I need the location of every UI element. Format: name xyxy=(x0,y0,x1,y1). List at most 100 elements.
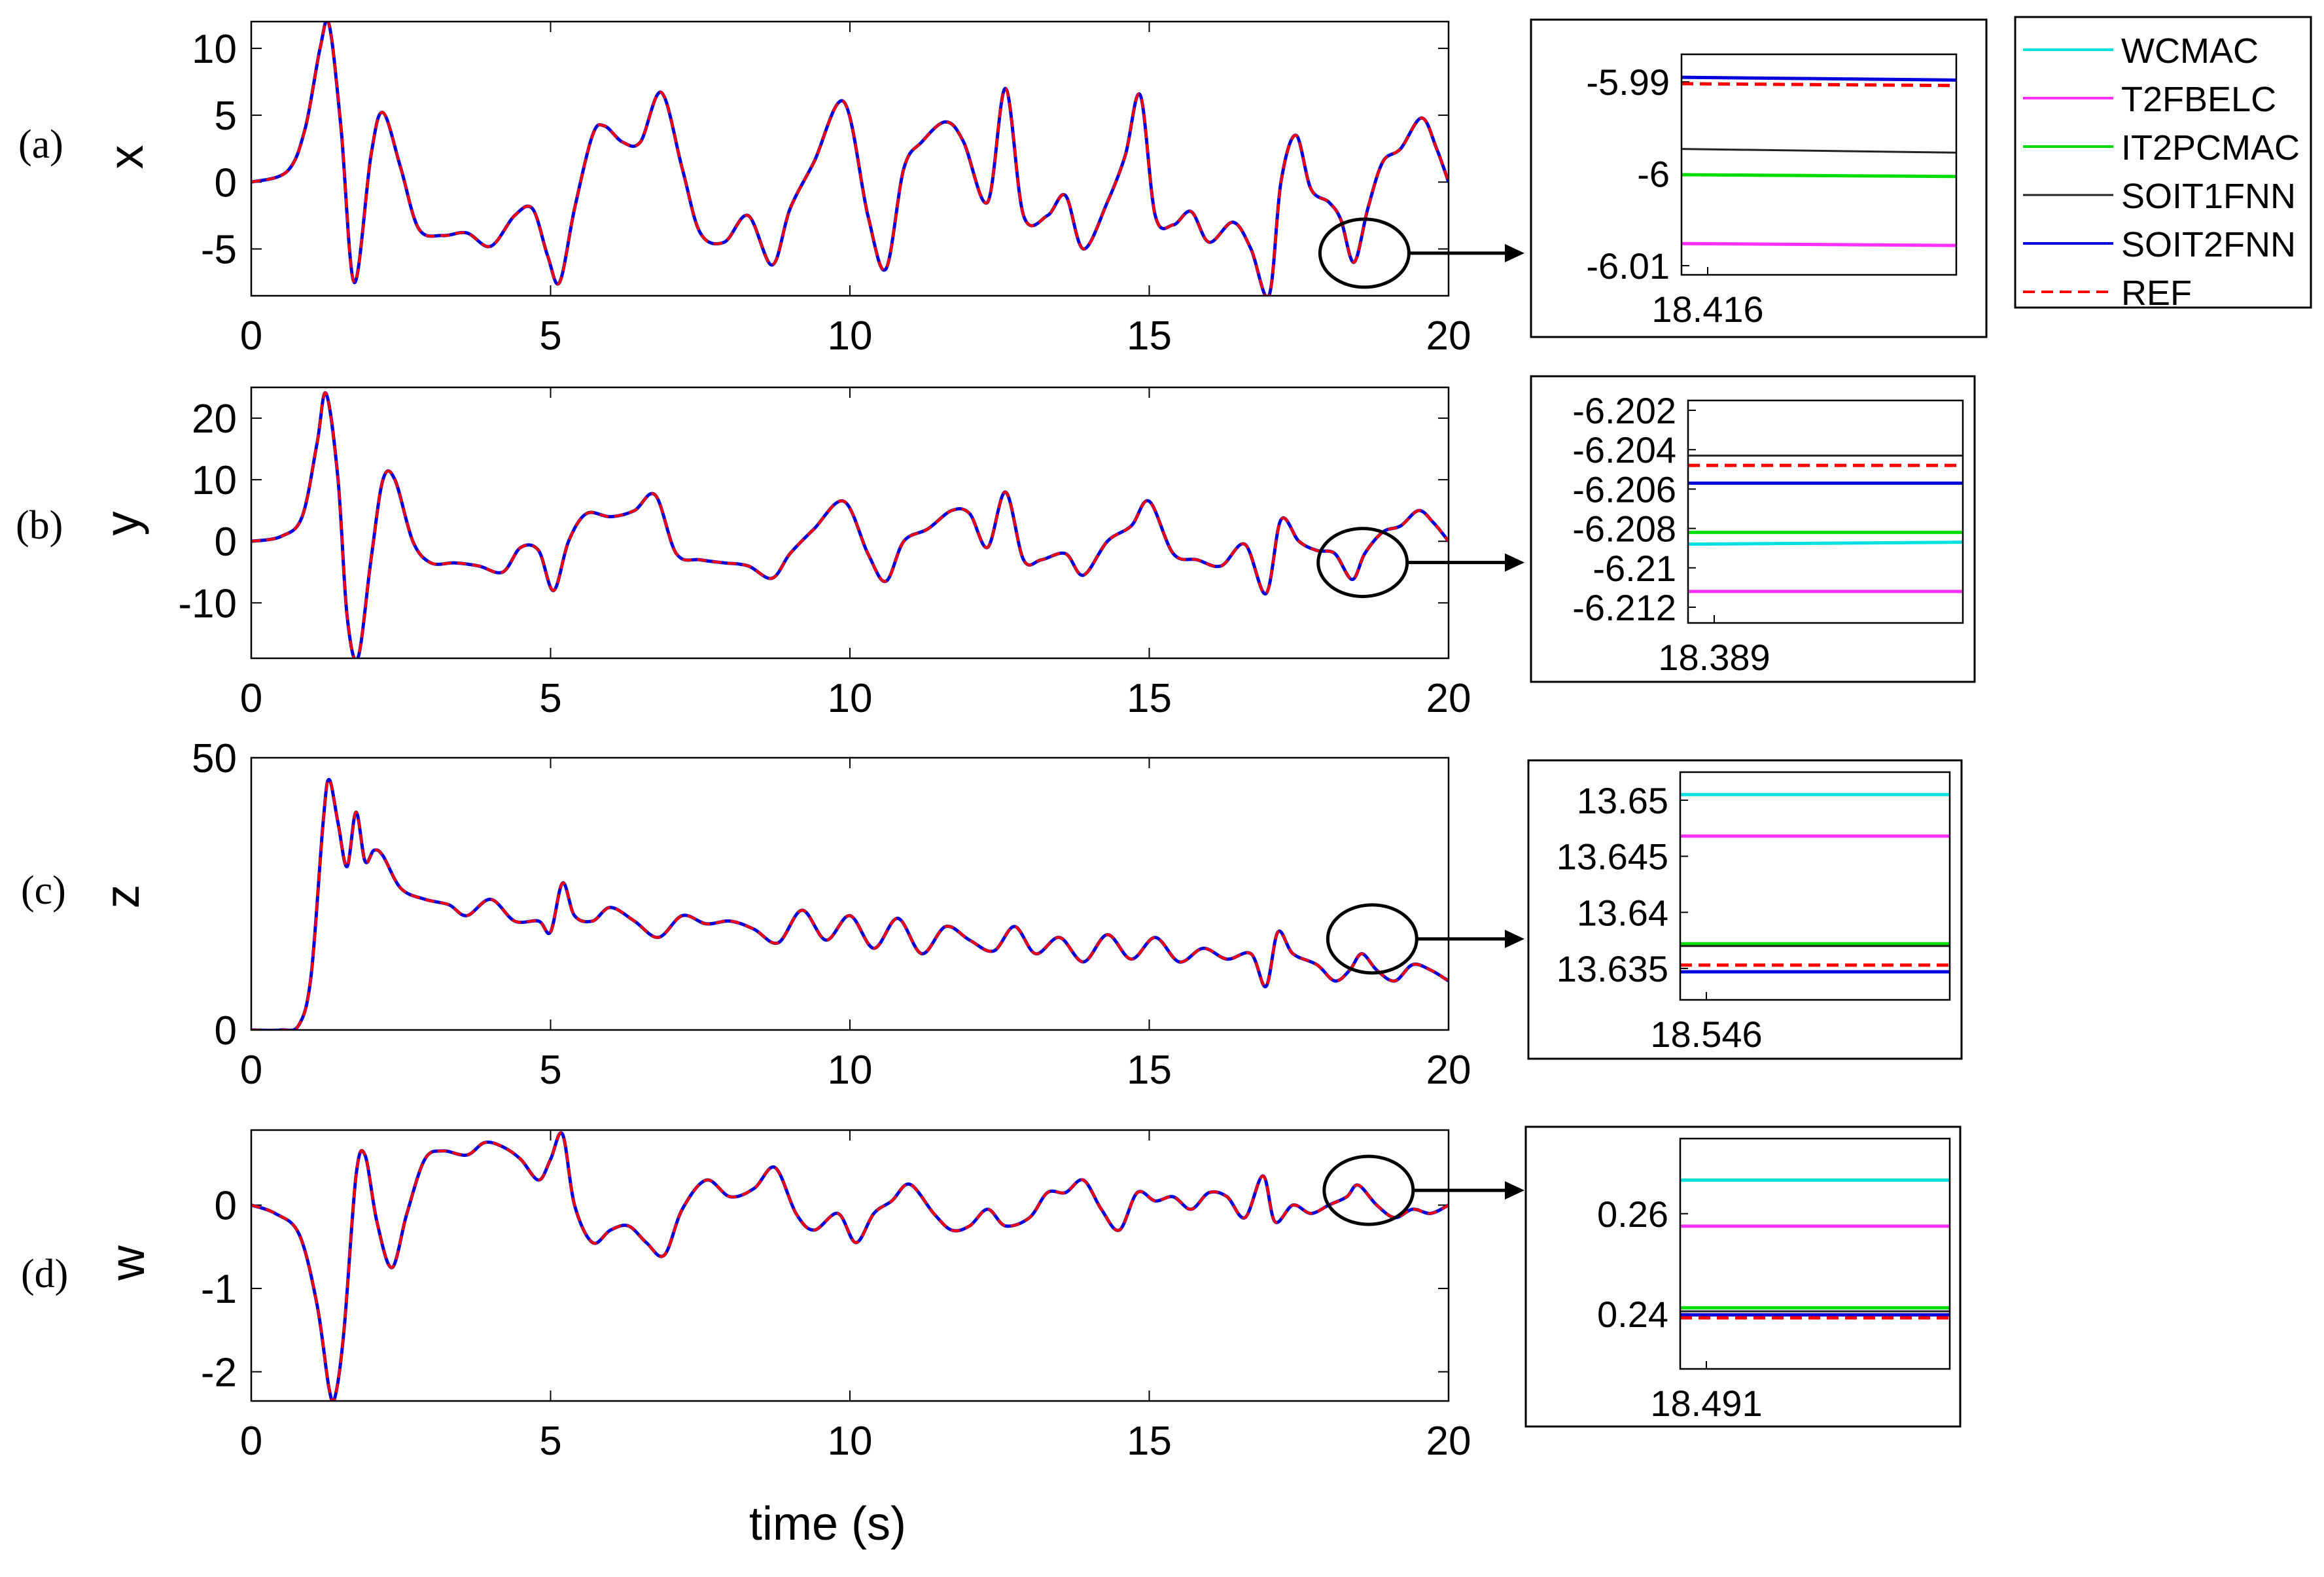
panel-a-ytick-label: 5 xyxy=(215,94,237,139)
zoom-b-ytick-label: -6.212 xyxy=(1572,587,1676,628)
panel-b-ytick-label: -10 xyxy=(178,581,237,626)
zoom-a-ytick-label: -6.01 xyxy=(1586,245,1670,287)
panel-b-zoom-ellipse xyxy=(1316,527,1409,599)
legend-label-soit2fnn: SOIT2FNN xyxy=(2121,225,2296,264)
panel-b-series-ref xyxy=(251,391,1449,658)
panel-c-ylabel: z xyxy=(95,885,149,909)
legend-label-ref: REF xyxy=(2121,274,2192,313)
zoom-b-axes-frame xyxy=(1687,399,1964,624)
panel-d-axes-frame xyxy=(250,1129,1450,1402)
zoom-c-ytick-label: 13.645 xyxy=(1557,836,1668,877)
panel-d-xtick-label: 15 xyxy=(1127,1419,1172,1464)
zoom-b-ytick-label: -6.208 xyxy=(1572,508,1676,550)
panel-c-zoom-arrowhead xyxy=(1505,929,1524,948)
zoom-a-ytick-label: -5.99 xyxy=(1586,62,1670,103)
zoom-a-xtick-label: 18.416 xyxy=(1651,289,1763,330)
legend-label-it2pcmac: IT2PCMAC xyxy=(2121,128,2300,168)
panel-c-axes-frame xyxy=(250,756,1450,1031)
panel-b-xtick-label: 15 xyxy=(1127,676,1172,721)
zoom-d-axes-frame xyxy=(1679,1137,1951,1370)
panel-c-xtick-label: 20 xyxy=(1426,1048,1471,1093)
x-axis-label: time (s) xyxy=(749,1498,906,1550)
panel-a-series-group xyxy=(251,22,1449,296)
panel-c-ytick-label: 50 xyxy=(192,736,237,781)
legend-box xyxy=(2014,16,2312,309)
zoom-a-series-t2fbelc xyxy=(1681,241,1957,247)
zoom-b-ytick-label: -6.21 xyxy=(1593,548,1676,589)
panel-d-xtick-label: 10 xyxy=(828,1419,873,1464)
zoom-b-ytick-label: -6.204 xyxy=(1572,429,1676,470)
zoom-a-axes-frame xyxy=(1680,53,1958,276)
panel-c-xtick-label: 15 xyxy=(1127,1048,1172,1093)
zoom-c-ytick-label: 13.635 xyxy=(1557,948,1668,989)
legend-label-soit1fnn: SOIT1FNN xyxy=(2121,177,2296,216)
panel-d-xtick-label: 5 xyxy=(539,1419,561,1464)
panel-b-series-soit2fnn xyxy=(251,391,1449,658)
panel-d-series-ref xyxy=(251,1131,1449,1401)
zoom-b-outer-frame xyxy=(1530,375,1976,683)
panel-d-ytick-label: -1 xyxy=(201,1267,237,1312)
zoom-d-ytick-label: 0.26 xyxy=(1597,1194,1668,1235)
panel-c-ytick-label: 0 xyxy=(215,1008,237,1054)
panel-a-series-soit2fnn xyxy=(251,22,1449,296)
panel-b-ylabel: y xyxy=(95,512,149,536)
zoom-b-ytick-label: -6.202 xyxy=(1572,390,1676,431)
panel-tag-c: (c) xyxy=(21,868,66,913)
panel-a-axes-frame xyxy=(250,20,1450,297)
panel-a-zoom-arrowhead xyxy=(1505,243,1524,262)
panel-d-ylabel: w xyxy=(100,1245,154,1281)
panel-a-series-ref xyxy=(251,22,1449,296)
panel-b-ytick-label: 10 xyxy=(192,458,237,503)
panel-b-xtick-label: 5 xyxy=(539,676,561,721)
panel-a-ytick-label: -5 xyxy=(201,227,237,272)
zoom-a-series-soit2fnn xyxy=(1681,75,1957,82)
zoom-a-series-soit1fnn xyxy=(1681,148,1957,154)
panel-b-xtick-label: 10 xyxy=(828,676,873,721)
zoom-a-series-ref xyxy=(1681,82,1957,88)
zoom-d-xtick-label: 18.491 xyxy=(1650,1383,1762,1424)
zoom-a-ytick-label: -6 xyxy=(1637,154,1670,195)
panel-c-xtick-label: 10 xyxy=(828,1048,873,1093)
zoom-c-ytick-label: 13.65 xyxy=(1577,780,1668,821)
panel-b-zoom-arrowhead xyxy=(1505,553,1524,572)
panel-d-series-soit2fnn xyxy=(251,1131,1449,1401)
panel-tag-a: (a) xyxy=(18,122,63,167)
panel-b-series-group xyxy=(251,391,1449,658)
zoom-a-outer-frame xyxy=(1530,18,1988,338)
panel-c-series-group xyxy=(251,777,1449,1030)
panel-d-xtick-label: 20 xyxy=(1426,1419,1471,1464)
panel-d-xtick-label: 0 xyxy=(240,1419,262,1464)
panel-b-xtick-label: 20 xyxy=(1426,676,1471,721)
zoom-c-ytick-label: 13.64 xyxy=(1577,892,1668,933)
panel-b-ytick-label: 0 xyxy=(215,520,237,565)
legend-label-t2fbelc: T2FBELC xyxy=(2121,80,2276,119)
panel-b-axes-frame xyxy=(250,386,1450,660)
panel-c-xtick-label: 5 xyxy=(539,1048,561,1093)
panel-d-zoom-ellipse xyxy=(1322,1154,1415,1226)
zoom-b-xtick-label: 18.389 xyxy=(1658,637,1770,678)
panel-a-xtick-label: 10 xyxy=(828,313,873,359)
legend-label-wcmac: WCMAC xyxy=(2121,31,2259,71)
zoom-b-ytick-label: -6.206 xyxy=(1572,469,1676,510)
zoom-c-outer-frame xyxy=(1527,759,1963,1060)
panel-a-xtick-label: 0 xyxy=(240,313,262,359)
panel-a-xtick-label: 15 xyxy=(1127,313,1172,359)
zoom-c-xtick-label: 18.546 xyxy=(1650,1014,1762,1055)
panel-a-ytick-label: 0 xyxy=(215,160,237,205)
zoom-d-outer-frame xyxy=(1524,1125,1962,1428)
zoom-d-ytick-label: 0.24 xyxy=(1597,1294,1668,1335)
panel-a-xtick-label: 5 xyxy=(539,313,561,359)
panel-a-ylabel: x xyxy=(99,145,153,169)
panel-d-series-group xyxy=(251,1131,1449,1401)
zoom-b-series-wcmac xyxy=(1687,540,1963,546)
panel-d-ytick-label: -2 xyxy=(201,1350,237,1395)
panel-d-ytick-label: 0 xyxy=(215,1184,237,1229)
zoom-c-axes-frame xyxy=(1679,771,1951,1001)
panel-b-xtick-label: 0 xyxy=(240,676,262,721)
panel-b-ytick-label: 20 xyxy=(192,397,237,442)
panel-a-xtick-label: 20 xyxy=(1426,313,1471,359)
panel-c-xtick-label: 0 xyxy=(240,1048,262,1093)
panel-c-series-soit2fnn xyxy=(251,777,1449,1030)
zoom-a-series-it2pcmac xyxy=(1681,173,1957,179)
